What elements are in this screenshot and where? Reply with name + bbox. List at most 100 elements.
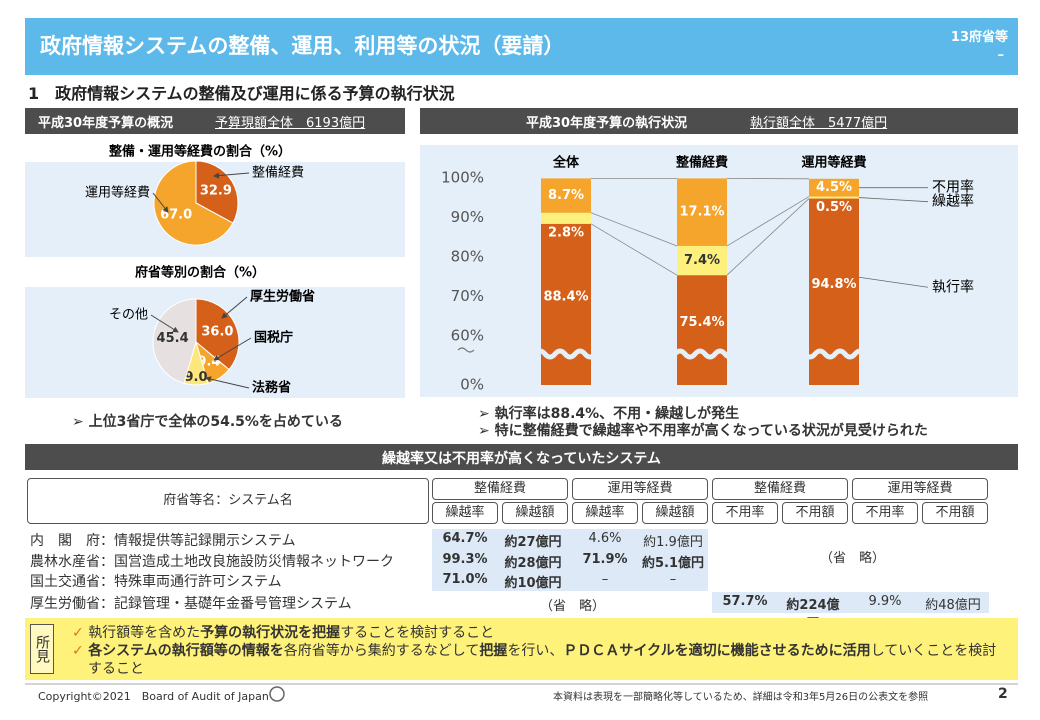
y-tick-label: 70% <box>451 287 484 305</box>
system-name: 内 閣 府：情報提供等記録開示システム <box>30 533 296 549</box>
cell-bg <box>712 592 989 613</box>
finding-text: していくことを検討すること <box>88 643 997 677</box>
pie-category-label: 運用等経費 <box>85 185 150 201</box>
header-bar <box>25 18 1018 75</box>
category-label: 全体 <box>552 155 580 171</box>
panel-title: 平成30年度予算の執行状況 <box>526 116 688 131</box>
table-title: 繰越率又は不用率が高くなっていたシステム <box>382 451 661 467</box>
category-label: 整備経費 <box>675 155 728 171</box>
note: 特に整備経費で繰越率や不用率が高くなっている状況が見受けられた <box>478 420 928 440</box>
pie-category-label: 整備経費 <box>252 165 304 181</box>
finding-item: 各システムの執行額等の情報を各府省等から集約するなどして把握を行い、ＰＤＣＡサイ… <box>72 642 1007 678</box>
finding-text: 執行額等を含めた <box>88 625 201 641</box>
connector-line <box>590 212 678 247</box>
chart-title: 整備・運用等経費の割合（%） <box>108 144 291 160</box>
pie-slice <box>153 160 234 246</box>
callout-arrow <box>150 314 179 333</box>
bar-segment <box>677 178 727 246</box>
connector-line <box>726 198 810 276</box>
findings-items: 執行額等を含めた予算の執行状況を把握することを検討すること各システムの執行額等の… <box>72 624 1007 678</box>
footer-note: 本資料は表現を一部簡略化等しているため、詳細は令和3年5月26日の公表文を参照 <box>553 692 929 703</box>
callout-arrow <box>205 376 250 389</box>
pie-value-label: 36.0 <box>201 324 233 339</box>
system-name: 国土交通省：特殊車両通行許可システム <box>30 574 282 590</box>
bar-segment <box>677 245 727 276</box>
pie-slice <box>195 160 239 224</box>
axis-break-mark <box>457 347 475 353</box>
pie-value-label: 9.0 <box>184 370 207 385</box>
bar-segment <box>809 196 859 199</box>
y-tick-label: 0% <box>460 376 484 394</box>
table-cell: 57.7% <box>722 594 768 609</box>
bar-segment <box>809 178 859 197</box>
sub-header: 不用額 <box>922 502 988 524</box>
panel-total: 予算現額全体 6193億円 <box>215 116 366 131</box>
table-cell: 約48億円 <box>925 598 981 613</box>
y-tick-label: 90% <box>451 208 484 226</box>
slide-title: 政府情報システムの整備、運用、利用等の状況（要請） <box>40 34 565 58</box>
category-label: 運用等経費 <box>801 155 866 171</box>
finding-text: を行い、 <box>507 643 564 659</box>
callout-arrow <box>213 172 250 179</box>
table-cell: – <box>601 572 609 587</box>
finding-text: 予算の執行状況を把握 <box>200 625 341 641</box>
legend-label: 不用率 <box>932 179 974 196</box>
panel-bar <box>25 108 405 134</box>
cell-bg <box>432 529 708 591</box>
bar-segment <box>541 212 591 224</box>
table-cell: 9.9% <box>868 594 902 609</box>
pie-value-label: 67.0 <box>160 207 192 222</box>
table-bar <box>25 444 1018 470</box>
section-title: 1 政府情報システムの整備及び運用に係る予算の執行状況 <box>28 84 455 103</box>
connector-line <box>590 223 678 276</box>
table-cell: 4.6% <box>588 531 622 546</box>
logo <box>269 686 285 702</box>
finding-text: することを検討すること <box>340 625 495 641</box>
y-tick-label: 60% <box>451 327 484 345</box>
group-header: 整備経費 <box>712 478 848 500</box>
sub-header: 繰越額 <box>642 502 708 524</box>
bar-value-label: 7.4% <box>684 253 720 268</box>
findings-label: 所見 <box>30 624 54 674</box>
table-cell: 約10億円 <box>504 576 562 591</box>
sub-header: 不用率 <box>712 502 778 524</box>
sub-header: 不用率 <box>852 502 918 524</box>
y-tick-label: 80% <box>451 248 484 266</box>
system-name: 厚生労働省：記録管理・基礎年金番号管理システム <box>30 596 352 612</box>
finding-text: 把握 <box>479 643 508 659</box>
bar-segment <box>541 178 591 213</box>
name-header: 府省等名：システム名 <box>27 478 429 524</box>
bar-value-label: 8.7% <box>548 188 584 203</box>
finding-text: 各府省等から集約するなどして <box>283 643 480 659</box>
pie-category-label: 法務省 <box>252 380 291 396</box>
table-cell: 71.0% <box>442 572 488 587</box>
axis-break-wave <box>533 348 877 360</box>
bar-segment <box>677 275 727 385</box>
pie-value-label: 32.9 <box>200 184 232 199</box>
sub-header: 繰越額 <box>502 502 568 524</box>
pie-slice <box>152 298 197 384</box>
pie-category-label: その他 <box>109 308 148 323</box>
finding-item: 執行額等を含めた予算の執行状況を把握することを検討すること <box>72 624 1007 642</box>
bar-value-label: 0.5% <box>816 200 852 215</box>
table-cell: 約27億円 <box>504 535 562 550</box>
panel-total: 執行額全体 5477億円 <box>750 116 888 131</box>
table-cell: 64.7% <box>442 531 488 546</box>
omitted: （省 略） <box>820 551 886 566</box>
header-tag-mark: – <box>997 48 1005 63</box>
callout-arrow <box>221 296 248 319</box>
finding-text: ＰＤＣＡサイクルを適切に機能させるために活用 <box>563 643 871 659</box>
bar-value-label: 4.5% <box>816 180 852 195</box>
bar-value-label: 2.8% <box>548 225 584 240</box>
legend-leader <box>858 276 929 288</box>
sub-header: 繰越率 <box>572 502 638 524</box>
chart-title: 府省等別の割合（%） <box>135 265 265 281</box>
omitted: （省 略） <box>540 599 606 614</box>
page-number: 2 <box>998 686 1008 702</box>
note: 上位3省庁で全体の54.5%を占めている <box>72 411 343 431</box>
legend-label: 繰越率 <box>932 193 974 210</box>
group-header: 運用等経費 <box>572 478 708 500</box>
bar-value-label: 88.4% <box>543 289 588 304</box>
